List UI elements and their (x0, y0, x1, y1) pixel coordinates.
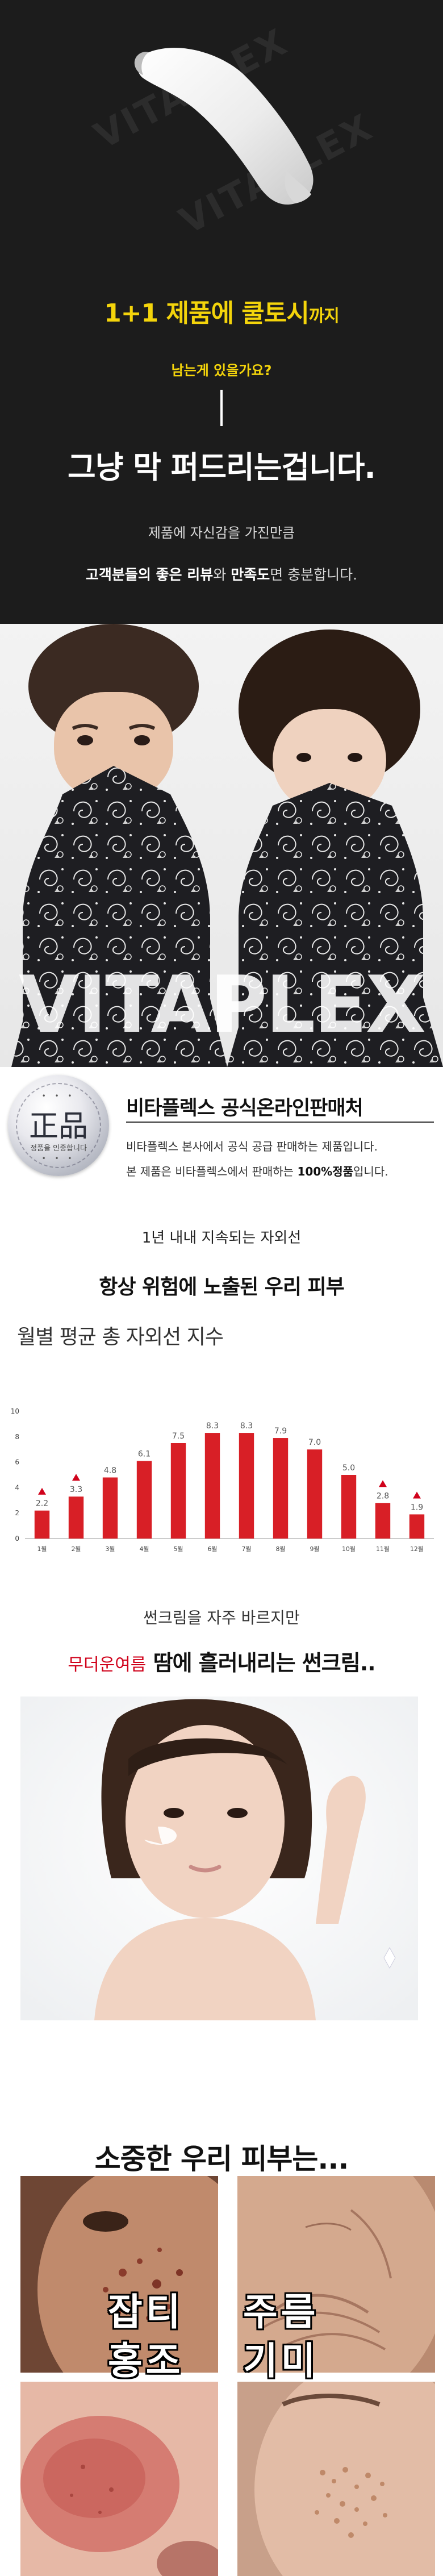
uv-bar-chart: 0 2 4 6 8 10 2.2 1월 3.3 2월 4.8 3월 6.1 4월 7.5 5월 8.3 6월 8.3… (11, 1407, 434, 1553)
official-seller-section: • • • 正品 정품을 인증합니다 • • • 비타플렉스 공식온라인판매처 … (0, 1067, 443, 1199)
data-label: 3.3 (70, 1485, 82, 1494)
data-label: 2.2 (36, 1499, 48, 1508)
brand-watermark: VITAPLEX (18, 959, 426, 1051)
data-label: 7.0 (308, 1438, 321, 1447)
skin-label-wrinkle: 주름 (243, 2290, 319, 2334)
x-tick-label: 3월 (105, 1545, 115, 1553)
seal-hanja: 正品 (28, 1110, 88, 1144)
skin-title: 소중한 우리 피부는... (94, 2143, 349, 2175)
hero-section: VITAPLEX VITAPLEX 1+1 제품에 쿨토시까지 남는게 있을가요… (0, 0, 443, 624)
x-tick-label: 5월 (173, 1545, 183, 1553)
hero-headline-main: 1+1 제품에 쿨토시 (104, 299, 310, 328)
bar (375, 1503, 391, 1539)
uv-title: 항상 위험에 노출된 우리 피부 (99, 1276, 345, 1299)
woman-applying-sunscreen-image (20, 1697, 418, 2020)
headline-main: 땀에 흘러내리는 썬크림.. (146, 1650, 376, 1675)
warning-triangle-icon (38, 1487, 46, 1495)
warning-triangle-icon (379, 1480, 387, 1487)
official-line-2: 본 제품은 비타플렉스에서 판매하는 100%정품입니다. (126, 1162, 388, 1179)
authentic-seal: • • • 正品 정품을 인증합니다 • • • (8, 1075, 109, 1176)
emphasis-reviews: 고객분들의 좋은 리뷰 (85, 566, 214, 583)
seal-dots: • • • (41, 1154, 76, 1162)
bar (68, 1497, 84, 1539)
text-fragment: 와 (213, 566, 231, 583)
bar (102, 1477, 118, 1539)
data-label: 8.3 (206, 1422, 219, 1431)
melasma-skin-photo (237, 2382, 435, 2576)
hero-paragraph-1: 제품에 자신감을 가진만큼 (148, 525, 295, 541)
chart-title: 월별 평균 총 자외선 지수 (17, 1325, 224, 1349)
y-tick-label: 6 (15, 1458, 19, 1466)
hero-headline-suffix: 까지 (308, 306, 340, 326)
text-fragment: 면 충분합니다. (270, 566, 358, 583)
y-tick-label: 8 (15, 1433, 19, 1441)
redness-skin-photo (20, 2382, 218, 2576)
bar (409, 1514, 425, 1539)
bar (273, 1438, 289, 1539)
emphasis-satisfaction: 만족도 (231, 566, 270, 583)
x-tick-label: 10월 (342, 1545, 356, 1553)
data-label: 6.1 (138, 1449, 151, 1458)
sunscreen-subtitle: 썬크림을 자주 바르지만 (143, 1608, 300, 1627)
y-tick-label: 10 (11, 1407, 19, 1415)
x-tick-label: 8월 (275, 1545, 285, 1553)
skin-label-blemish: 잡티 (108, 2290, 184, 2334)
x-tick-label: 7월 (241, 1545, 251, 1553)
hero-paragraph-2: 고객분들의 좋은 리뷰와 만족도면 충분합니다. (0, 564, 443, 584)
bar (341, 1475, 357, 1539)
seal-dots: • • • (41, 1092, 76, 1100)
models-wearing-mask-image (11, 624, 443, 1067)
uv-section: 1년 내내 지속되는 자외선 항상 위험에 노출된 우리 피부 월별 평균 총 … (0, 1199, 443, 1568)
emphasis-authentic: 100%정품 (297, 1165, 354, 1178)
x-tick-label: 11월 (376, 1545, 390, 1553)
hero-big-copy: 그냥 막 퍼드리는겁니다. (68, 449, 376, 485)
wrinkle-skin-photo (237, 2176, 435, 2373)
bar (170, 1443, 186, 1539)
warning-triangle-icon (413, 1491, 421, 1499)
x-tick-label: 4월 (139, 1545, 149, 1553)
x-tick-label: 2월 (71, 1545, 81, 1553)
cool-sleeve-image (134, 48, 314, 205)
blemish-skin-photo (20, 2176, 218, 2373)
divider-line (126, 1122, 434, 1123)
hero-headline: 1+1 제품에 쿨토시까지 (0, 293, 443, 329)
official-title: 비타플렉스 공식온라인판매처 (126, 1097, 363, 1120)
seal-ring (16, 1083, 101, 1168)
data-label: 2.8 (377, 1491, 389, 1500)
skin-problems-section: 소중한 우리 피부는... (0, 2040, 443, 2576)
y-tick-label: 0 (15, 1535, 19, 1543)
bar (239, 1433, 254, 1539)
data-label: 8.3 (240, 1422, 253, 1431)
bar (34, 1510, 50, 1539)
x-tick-label: 6월 (207, 1545, 217, 1553)
data-label: 1.9 (411, 1503, 423, 1512)
skin-label-melasma: 기미 (243, 2339, 319, 2383)
x-tick-label: 9월 (310, 1545, 319, 1553)
data-label: 5.0 (342, 1464, 355, 1473)
x-tick-label: 1월 (37, 1545, 47, 1553)
bar (136, 1461, 152, 1539)
bar (307, 1449, 323, 1539)
data-label: 7.5 (172, 1432, 185, 1441)
y-tick-label: 2 (15, 1509, 19, 1517)
headline-red: 무더운여름 (68, 1655, 147, 1675)
data-label: 7.9 (274, 1427, 287, 1436)
sunscreen-headline: 무더운여름 땀에 흘러내리는 썬크림.. (0, 1645, 443, 1677)
text-fragment: 본 제품은 비타플렉스에서 판매하는 (126, 1165, 298, 1178)
sunscreen-section: 썬크림을 자주 바르지만 무더운여름 땀에 흘러내리는 썬크림.. (0, 1568, 443, 2040)
data-label: 4.8 (104, 1466, 116, 1475)
y-tick-label: 4 (15, 1483, 19, 1491)
divider-bar (220, 390, 223, 426)
text-fragment: 입니다. (353, 1165, 388, 1178)
hero-question: 남는게 있을가요? (171, 362, 272, 378)
x-tick-label: 12월 (410, 1545, 424, 1553)
models-photo-section: VITAPLEX (0, 624, 443, 1067)
warning-triangle-icon (72, 1474, 80, 1481)
skin-label-redness: 홍조 (108, 2339, 184, 2383)
uv-subtitle: 1년 내내 지속되는 자외선 (141, 1229, 302, 1247)
bar (204, 1433, 220, 1539)
seal-caption: 정품을 인증합니다 (30, 1144, 87, 1153)
official-line-1: 비타플렉스 본사에서 공식 공급 판매하는 제품입니다. (126, 1140, 378, 1153)
